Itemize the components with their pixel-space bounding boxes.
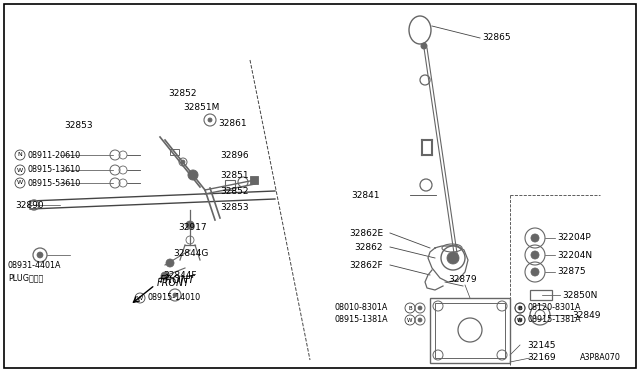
Text: 08911-20610: 08911-20610	[27, 151, 80, 160]
Text: W: W	[407, 317, 413, 323]
Circle shape	[161, 272, 169, 280]
Circle shape	[166, 259, 174, 267]
Text: 32853: 32853	[220, 202, 248, 212]
Circle shape	[531, 251, 539, 259]
Text: 32844G: 32844G	[173, 248, 209, 257]
Circle shape	[173, 293, 177, 297]
Circle shape	[186, 221, 194, 229]
Text: 32850N: 32850N	[562, 291, 597, 299]
Circle shape	[418, 318, 422, 322]
Text: 32879: 32879	[448, 276, 477, 285]
Bar	[430, 298, 510, 363]
Text: 08915-13610: 08915-13610	[27, 166, 80, 174]
Text: W: W	[17, 180, 23, 186]
Text: W: W	[17, 167, 23, 173]
Text: 32875: 32875	[557, 267, 586, 276]
Text: FRONT: FRONT	[160, 275, 195, 285]
Circle shape	[518, 306, 522, 310]
Circle shape	[421, 43, 427, 49]
Text: B: B	[518, 305, 522, 311]
Text: 32862: 32862	[355, 243, 383, 251]
Text: W: W	[517, 317, 523, 323]
Bar	[530, 290, 552, 300]
Text: 32844F: 32844F	[163, 270, 196, 279]
Text: 08915-14010: 08915-14010	[147, 294, 200, 302]
Circle shape	[188, 170, 198, 180]
Text: 32849: 32849	[572, 311, 600, 320]
Text: PLUGブラグ: PLUGブラグ	[8, 273, 44, 282]
Text: 32917: 32917	[178, 224, 207, 232]
Text: B: B	[408, 305, 412, 311]
Text: 32852: 32852	[168, 89, 196, 97]
Circle shape	[518, 318, 522, 322]
Circle shape	[37, 252, 43, 258]
Text: 08915-53610: 08915-53610	[27, 179, 80, 187]
Circle shape	[181, 160, 185, 164]
Bar	[250, 176, 258, 184]
Text: 32169: 32169	[527, 353, 556, 362]
Text: 08931-4401A: 08931-4401A	[8, 260, 61, 269]
Text: 32841: 32841	[351, 190, 380, 199]
Text: 32853: 32853	[64, 121, 93, 129]
Circle shape	[418, 306, 422, 310]
Text: 32861: 32861	[218, 119, 246, 128]
Text: 08120-8301A: 08120-8301A	[527, 304, 580, 312]
Text: 08010-8301A: 08010-8301A	[335, 304, 388, 312]
Text: 32890: 32890	[15, 201, 44, 209]
Text: W: W	[137, 295, 143, 301]
Text: 32851M: 32851M	[183, 103, 220, 112]
Circle shape	[208, 118, 212, 122]
Circle shape	[447, 252, 459, 264]
Text: 08915-1381A: 08915-1381A	[334, 315, 388, 324]
Text: 32865: 32865	[482, 33, 511, 42]
Text: 08915-1381A: 08915-1381A	[527, 315, 580, 324]
Text: 32862E: 32862E	[349, 228, 383, 237]
Text: 32896: 32896	[220, 151, 248, 160]
Text: 32204P: 32204P	[557, 234, 591, 243]
Bar	[435, 303, 505, 358]
Text: N: N	[18, 153, 22, 157]
Bar	[170, 149, 179, 155]
Text: 32204N: 32204N	[557, 250, 592, 260]
Circle shape	[531, 234, 539, 242]
Text: 32851: 32851	[220, 170, 248, 180]
Text: 32852: 32852	[220, 187, 248, 196]
Text: A3P8A070: A3P8A070	[580, 353, 621, 362]
Bar	[225, 180, 235, 190]
Text: FRONT: FRONT	[157, 278, 190, 288]
Text: 32862F: 32862F	[349, 260, 383, 269]
Text: 32145: 32145	[527, 340, 556, 350]
Circle shape	[531, 268, 539, 276]
